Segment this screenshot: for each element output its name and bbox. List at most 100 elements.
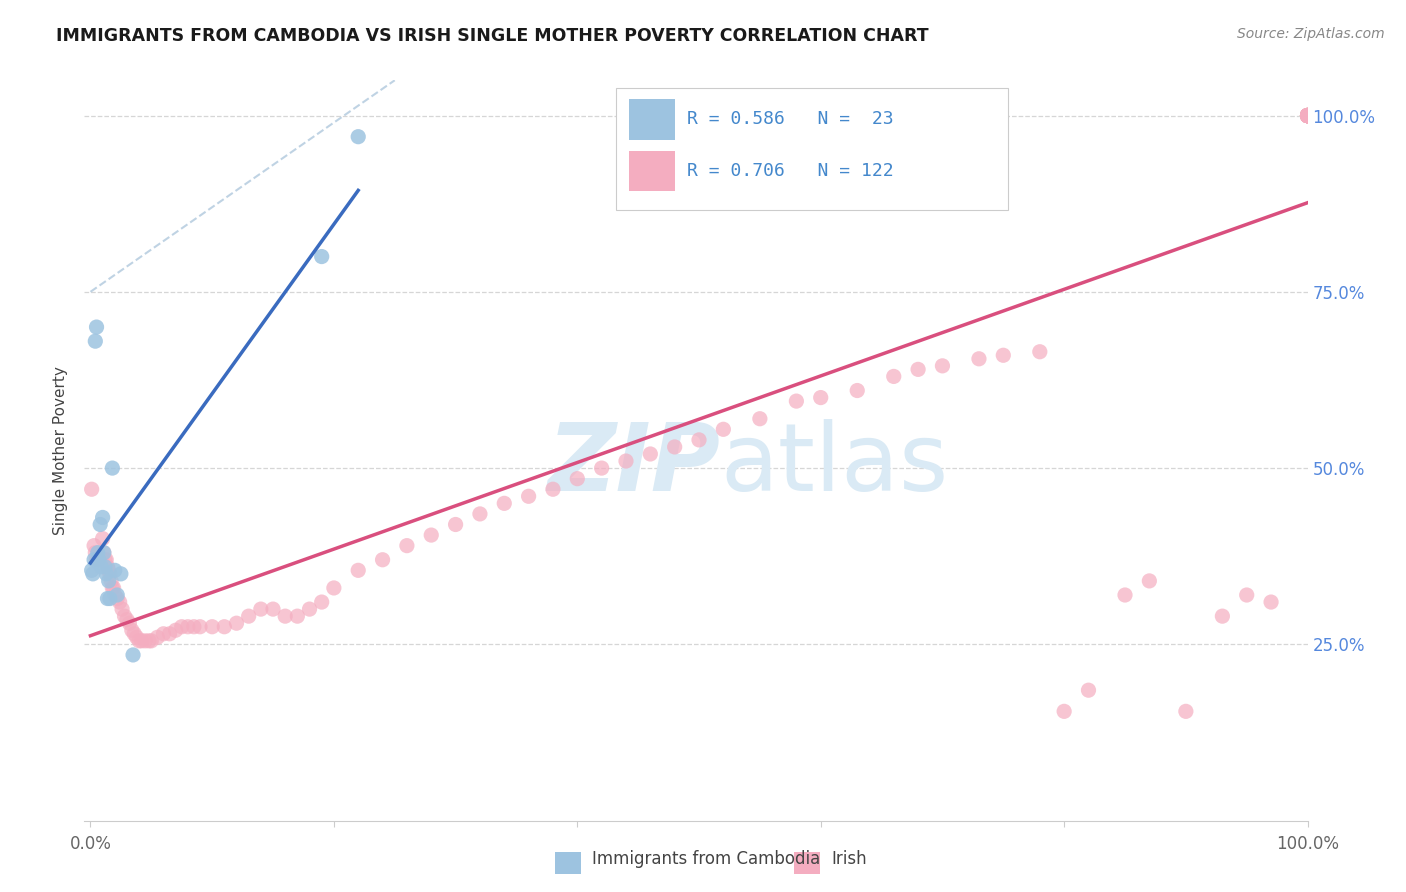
Point [785, 394, 807, 409]
Point [1077, 683, 1099, 698]
FancyBboxPatch shape [616, 87, 1008, 210]
Point [1029, 344, 1052, 359]
Point [1296, 109, 1319, 123]
Point [1296, 109, 1319, 123]
Point [711, 422, 734, 436]
Point [91, 532, 114, 546]
Point [201, 620, 224, 634]
Point [1296, 109, 1319, 123]
Point [89, 517, 111, 532]
Text: R = 0.706   N = 122: R = 0.706 N = 122 [688, 162, 894, 180]
Point [1296, 109, 1319, 123]
Point [1296, 109, 1319, 123]
Point [1296, 109, 1319, 123]
Point [104, 563, 127, 577]
Point [93, 546, 115, 560]
Text: Irish: Irish [831, 850, 866, 868]
Point [1296, 109, 1319, 123]
Point [517, 489, 540, 503]
Point [395, 539, 418, 553]
Point [141, 633, 163, 648]
Point [494, 496, 516, 510]
Point [83, 553, 105, 567]
Point [114, 609, 136, 624]
Point [214, 620, 236, 634]
Point [347, 563, 370, 577]
Point [322, 581, 344, 595]
Point [1296, 109, 1319, 123]
Text: Source: ZipAtlas.com: Source: ZipAtlas.com [1237, 27, 1385, 41]
Point [1296, 109, 1319, 123]
Point [131, 633, 153, 648]
Point [748, 411, 770, 425]
Point [846, 384, 869, 398]
Point [614, 454, 637, 468]
Point [1174, 704, 1197, 718]
Point [1296, 109, 1319, 123]
Point [1236, 588, 1258, 602]
Point [285, 609, 308, 624]
Point [883, 369, 905, 384]
Point [97, 563, 120, 577]
Text: IMMIGRANTS FROM CAMBODIA VS IRISH SINGLE MOTHER POVERTY CORRELATION CHART: IMMIGRANTS FROM CAMBODIA VS IRISH SINGLE… [56, 27, 929, 45]
Point [111, 602, 134, 616]
Point [1296, 109, 1319, 123]
Point [1296, 109, 1319, 123]
Point [1296, 109, 1319, 123]
Point [100, 574, 122, 588]
Point [1211, 609, 1233, 624]
Point [262, 602, 284, 616]
Point [105, 588, 128, 602]
Point [311, 595, 333, 609]
Point [122, 627, 145, 641]
Y-axis label: Single Mother Poverty: Single Mother Poverty [53, 366, 69, 535]
Point [104, 588, 127, 602]
Point [1053, 704, 1076, 718]
Point [94, 559, 117, 574]
Point [664, 440, 686, 454]
Point [134, 633, 156, 648]
Point [89, 553, 111, 567]
Point [96, 553, 118, 567]
Point [82, 566, 104, 581]
Point [1114, 588, 1136, 602]
Point [98, 591, 121, 606]
Point [108, 595, 131, 609]
Point [183, 620, 205, 634]
Point [468, 507, 491, 521]
FancyBboxPatch shape [628, 99, 675, 139]
Point [87, 553, 110, 567]
Point [188, 620, 211, 634]
Point [1296, 109, 1319, 123]
Point [101, 461, 124, 475]
Point [640, 447, 662, 461]
Point [1296, 109, 1319, 123]
Point [541, 482, 564, 496]
Point [83, 539, 105, 553]
Point [1296, 109, 1319, 123]
Point [1296, 109, 1319, 123]
Point [1296, 109, 1319, 123]
Point [105, 591, 128, 606]
Point [420, 528, 443, 542]
FancyBboxPatch shape [628, 151, 675, 191]
Point [1296, 109, 1319, 123]
Point [225, 616, 247, 631]
Point [1296, 109, 1319, 123]
Point [1296, 109, 1319, 123]
Point [688, 433, 710, 447]
Point [90, 559, 112, 574]
Point [298, 602, 321, 616]
Text: ZIP: ZIP [547, 419, 720, 511]
Point [1137, 574, 1160, 588]
Point [101, 581, 124, 595]
Point [311, 250, 333, 264]
Point [93, 546, 115, 560]
Point [97, 574, 120, 588]
Point [122, 648, 145, 662]
Point [238, 609, 260, 624]
Point [177, 620, 200, 634]
Point [84, 546, 107, 560]
Point [125, 630, 148, 644]
Point [87, 546, 110, 560]
